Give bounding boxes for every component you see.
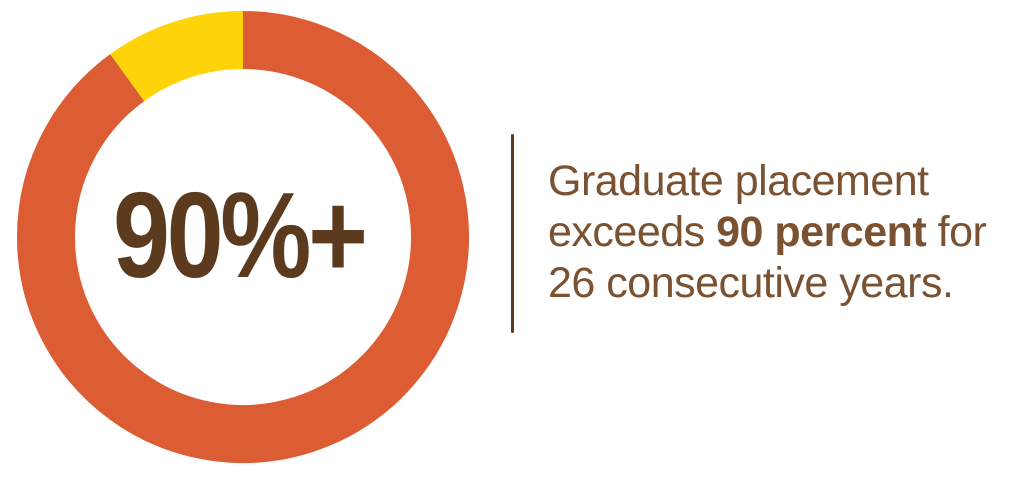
donut-center-label: 90%+ (39, 0, 447, 479)
donut-segment-remainder (110, 11, 244, 102)
caption-line-3: 26 consecutive years. (548, 259, 954, 307)
donut-ring (17, 11, 469, 463)
caption-text-block: Graduate placement exceeds 90 percent fo… (548, 156, 987, 309)
caption-line-2-bold: 90 percent (716, 208, 927, 256)
caption-line-1: Graduate placement (548, 157, 929, 205)
caption-line-2-pre: exceeds (548, 208, 717, 256)
donut-center-label-text: 90%+ (113, 166, 368, 303)
donut-segment-graduate-placement (17, 11, 469, 463)
caption-line-2: exceeds 90 percent for (548, 207, 987, 258)
caption-line-2-post: for (926, 208, 987, 256)
donut-chart: 90%+ (0, 0, 486, 479)
vertical-divider (511, 134, 514, 333)
